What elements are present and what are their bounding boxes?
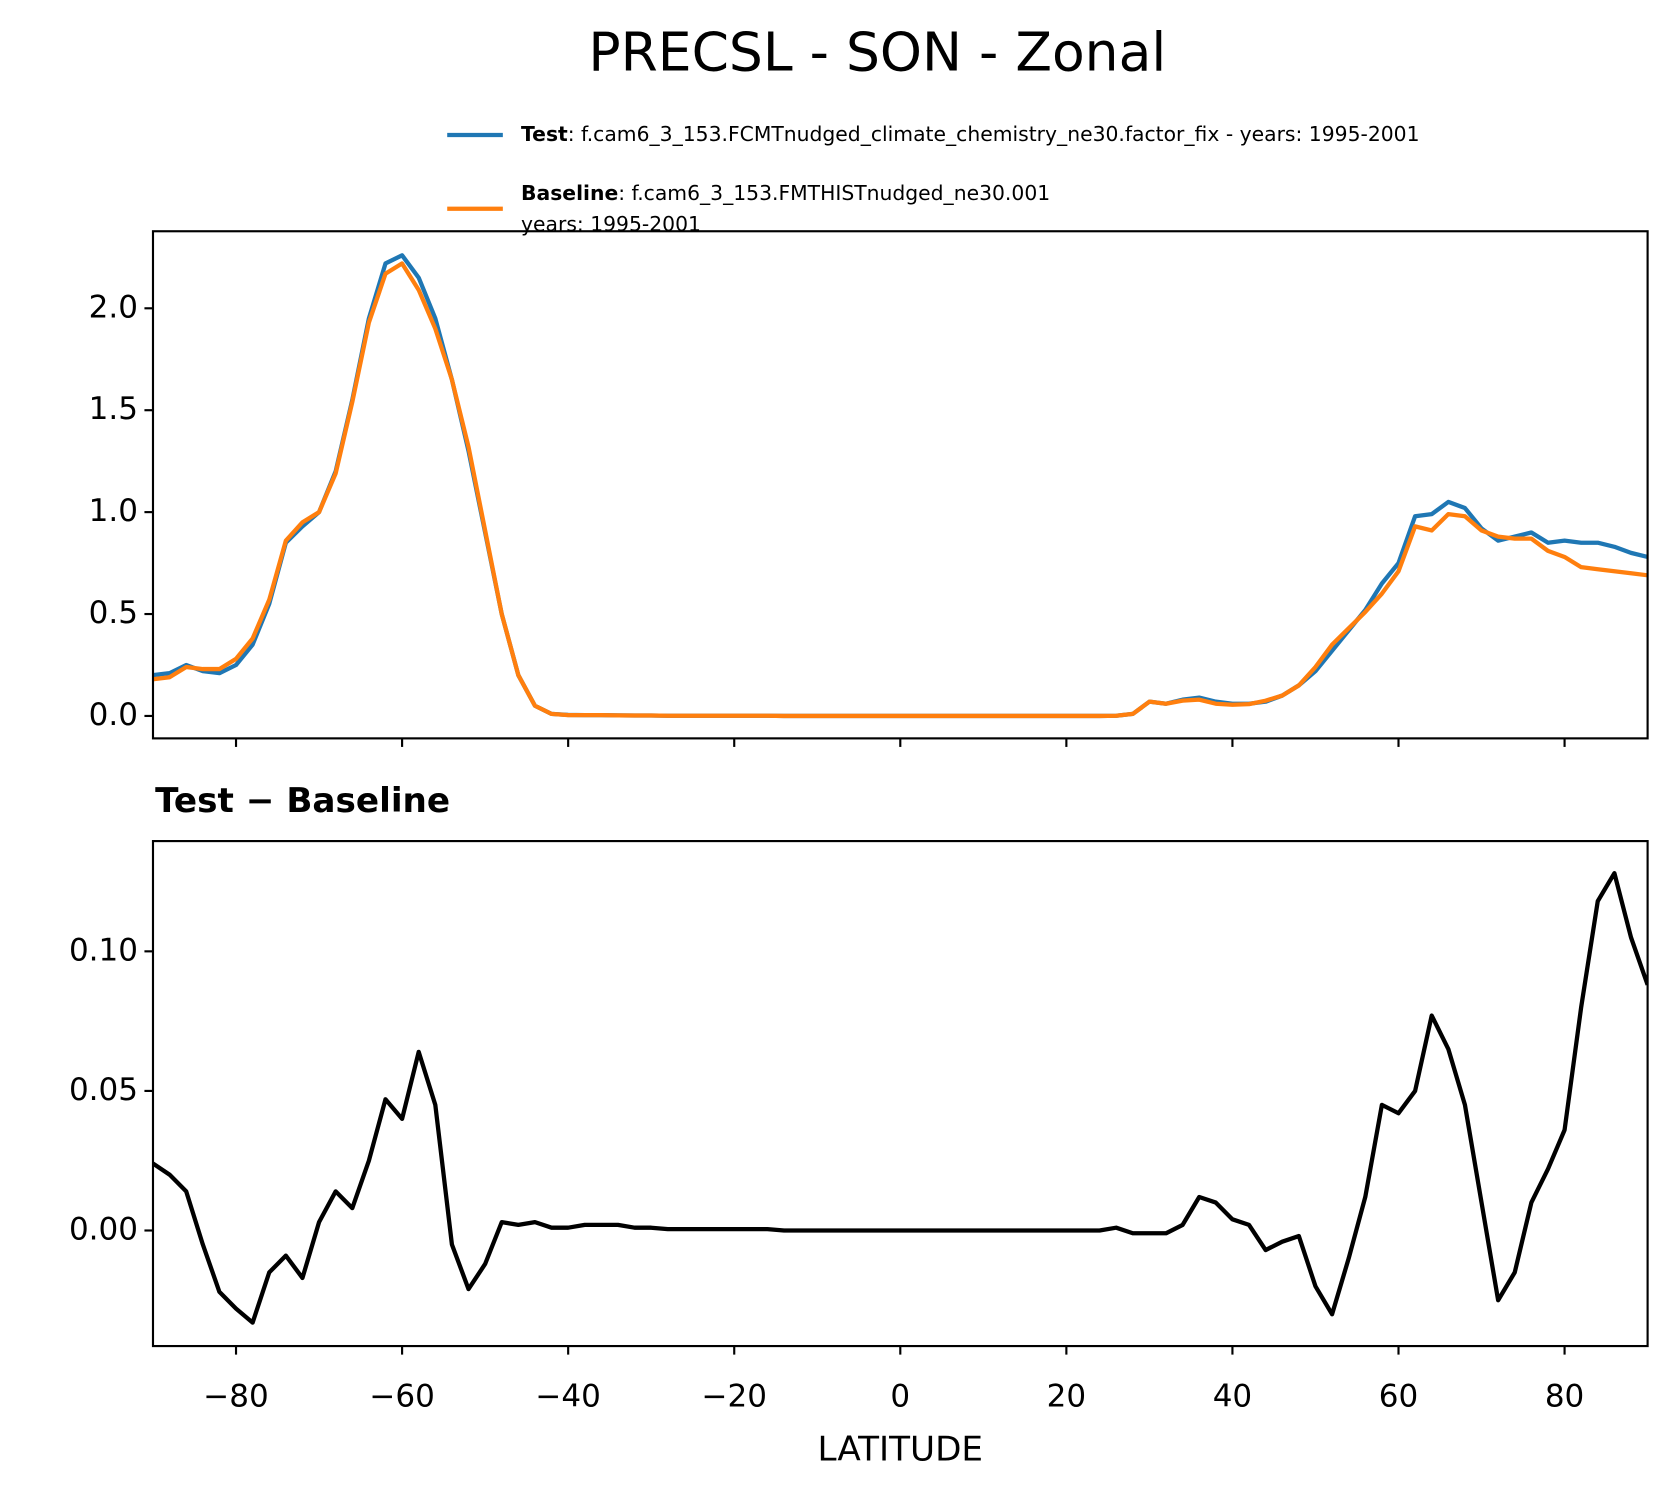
y-tick-label: 0.0 bbox=[89, 697, 138, 733]
y-tick-label: 0.5 bbox=[89, 595, 138, 631]
x-tick-label: −40 bbox=[535, 1378, 600, 1414]
x-tick-label: 80 bbox=[1545, 1378, 1584, 1414]
x-tick-label: 20 bbox=[1047, 1378, 1086, 1414]
x-tick-label: 40 bbox=[1213, 1378, 1252, 1414]
legend-description: : f.cam6_3_153.FCMTnudged_climate_chemis… bbox=[568, 122, 1420, 147]
axes-frame bbox=[151, 840, 1649, 1348]
axes-title: Test − Baseline bbox=[155, 781, 450, 821]
legend-entry: Test: f.cam6_3_153.FCMTnudged_climate_ch… bbox=[521, 122, 1420, 147]
legend-name: Test bbox=[521, 122, 568, 146]
y-tick-label: 1.0 bbox=[89, 493, 138, 529]
x-tick-label: 0 bbox=[890, 1378, 910, 1414]
y-tick-label: 0.10 bbox=[69, 932, 138, 968]
y-tick-label: 0.00 bbox=[69, 1211, 138, 1247]
x-axis-label: LATITUDE bbox=[818, 1429, 984, 1469]
axes-frame bbox=[151, 230, 1649, 740]
y-tick-label: 0.05 bbox=[69, 1072, 138, 1108]
data-line bbox=[152, 261, 1648, 719]
legend-description: : f.cam6_3_153.FMTHISTnudged_ne30.001 bbox=[618, 181, 1050, 206]
x-tick-label: −80 bbox=[203, 1378, 268, 1414]
data-line bbox=[152, 253, 1648, 719]
legend-entry: Baseline: f.cam6_3_153.FMTHISTnudged_ne3… bbox=[521, 181, 1050, 206]
x-tick-label: 60 bbox=[1379, 1378, 1418, 1414]
legend-description: years: 1995-2001 bbox=[521, 212, 701, 236]
legend-name: Baseline bbox=[521, 181, 618, 205]
figure-title: PRECSL - SON - Zonal bbox=[588, 20, 1166, 83]
y-tick-label: 1.5 bbox=[89, 391, 138, 427]
data-line bbox=[152, 871, 1648, 1325]
y-tick-label: 2.0 bbox=[89, 289, 138, 325]
x-tick-label: −60 bbox=[369, 1378, 434, 1414]
x-tick-label: −20 bbox=[701, 1378, 766, 1414]
